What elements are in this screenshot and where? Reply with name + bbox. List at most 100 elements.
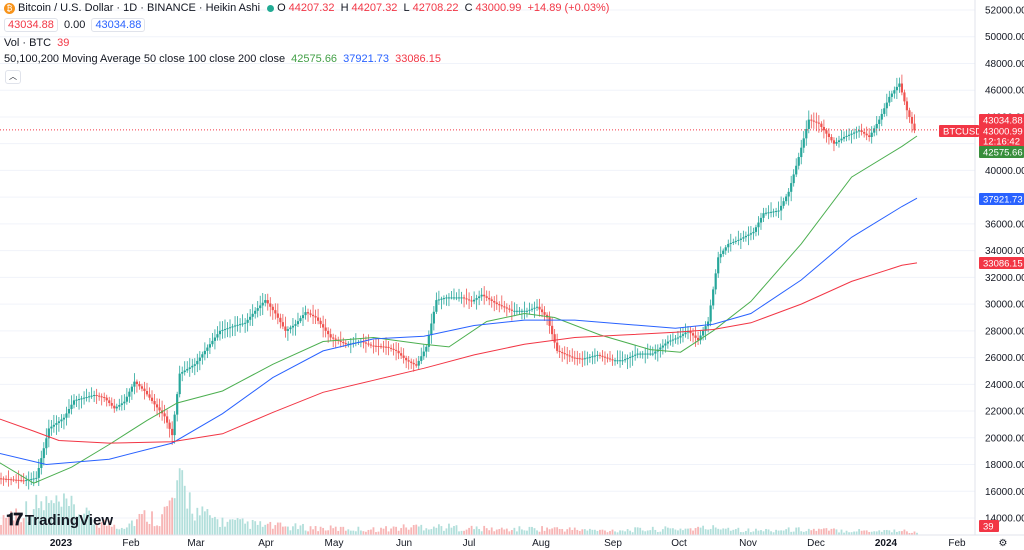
candle-body: [749, 233, 753, 235]
volume-legend[interactable]: Vol · BTC 39: [4, 37, 72, 49]
volume-bar: [780, 530, 783, 535]
collapse-legend-button[interactable]: ︿: [5, 70, 21, 84]
volume-bar: [120, 527, 123, 535]
settings-icon[interactable]: ⚙: [999, 538, 1008, 549]
volume-bar: [875, 531, 878, 535]
candle-body: [508, 308, 511, 310]
candle-body: [332, 337, 335, 339]
candle-body: [858, 130, 861, 132]
volume-bar: [173, 498, 176, 535]
candle-body: [707, 321, 710, 327]
candle-body: [785, 196, 788, 202]
candle-body: [198, 357, 201, 361]
candle-body: [714, 273, 717, 290]
candle-body: [445, 297, 448, 299]
candle-body: [694, 335, 697, 338]
volume-bar: [219, 526, 221, 535]
volume-bar: [606, 532, 609, 535]
candle-body: [100, 396, 103, 398]
volume-badge-bg: [979, 520, 999, 532]
candle-body: [802, 138, 805, 148]
volume-bar: [161, 514, 163, 535]
volume-bar: [354, 531, 357, 535]
volume-bar: [636, 527, 639, 535]
volume-bar: [563, 531, 566, 535]
price-tick-label: 22000.00: [985, 407, 1024, 418]
candle-body: [757, 222, 760, 228]
volume-bar: [767, 529, 770, 535]
symbol-legend[interactable]: ₿ Bitcoin / U.S. Dollar · 1D · BINANCE · …: [4, 2, 612, 14]
candle-body: [301, 315, 305, 319]
volume-bar: [32, 509, 35, 535]
candle-body: [32, 478, 35, 480]
volume-bar: [85, 507, 88, 535]
candle-body: [241, 323, 244, 325]
candle-body: [281, 322, 284, 327]
candle-body: [4, 478, 8, 480]
volume-bar: [883, 530, 886, 535]
volume-bar: [362, 531, 365, 535]
volume-bar: [224, 526, 226, 535]
candle-body: [364, 342, 368, 344]
candle-body: [518, 310, 521, 312]
time-tick-label: Apr: [258, 538, 274, 549]
volume-bar: [611, 529, 614, 535]
volume-bar: [772, 532, 775, 535]
candle-body: [571, 356, 574, 358]
candle-body: [311, 314, 315, 317]
ma-legend[interactable]: 50,100,200 Moving Average 50 close 100 c…: [4, 53, 444, 65]
time-axis[interactable]: 2023 Feb Mar Apr May Jun Jul Aug Sep Oct Nov Dec 202…: [0, 534, 1024, 549]
volume-bar: [392, 526, 395, 535]
ma50-badge-text: 42575.66: [983, 148, 1023, 159]
volume-bar: [782, 530, 785, 535]
candle-body: [264, 300, 267, 303]
high-label: H: [340, 2, 349, 14]
candle-body: [256, 308, 259, 311]
volume-bar: [714, 527, 717, 535]
candle-body: [722, 250, 725, 254]
volume-bar: [279, 522, 282, 535]
volume-bar: [840, 529, 843, 535]
candle-body: [724, 247, 727, 251]
volume-bar: [208, 515, 211, 535]
volume-bar: [820, 529, 823, 535]
price-tick-label: 52000.00: [985, 6, 1024, 17]
candle-body: [530, 308, 534, 310]
candle-body: [193, 364, 196, 366]
volume-bar: [314, 526, 317, 535]
volume-bar: [216, 519, 219, 535]
volume-bar: [571, 529, 574, 535]
candle-body: [37, 468, 40, 478]
volume-bar: [664, 526, 667, 535]
volume-bar: [437, 524, 440, 535]
volume-bar: [407, 529, 410, 535]
volume-bar: [322, 527, 325, 535]
volume-bar: [90, 518, 93, 535]
volume-bar: [765, 528, 767, 535]
volume-bar: [7, 515, 10, 535]
candle-body: [382, 346, 385, 348]
time-tick-label: Oct: [671, 538, 687, 549]
price-tick-label: 18000.00: [985, 460, 1024, 471]
volume-bar: [73, 504, 75, 535]
candle-body: [67, 409, 71, 414]
volume-bar: [641, 530, 644, 535]
buy-button[interactable]: 43034.88: [91, 18, 146, 32]
candle-body: [452, 297, 456, 299]
volume-bar: [317, 531, 319, 535]
volume-bar: [244, 523, 247, 535]
candle-body: [810, 119, 813, 121]
candle-body: [284, 326, 287, 331]
volume-bar: [385, 526, 387, 535]
candle-body: [90, 395, 93, 397]
candle-body: [261, 302, 264, 306]
candle-body: [128, 391, 131, 397]
candle-body: [186, 368, 189, 371]
tradingview-logo[interactable]: 𝟏𝟕 TradingView: [6, 510, 113, 530]
close-label: C: [464, 2, 473, 14]
candle-body: [764, 212, 768, 214]
candle-body: [591, 356, 594, 358]
sell-button[interactable]: 43034.88: [4, 18, 58, 32]
time-tick-label: 2023: [50, 538, 73, 549]
